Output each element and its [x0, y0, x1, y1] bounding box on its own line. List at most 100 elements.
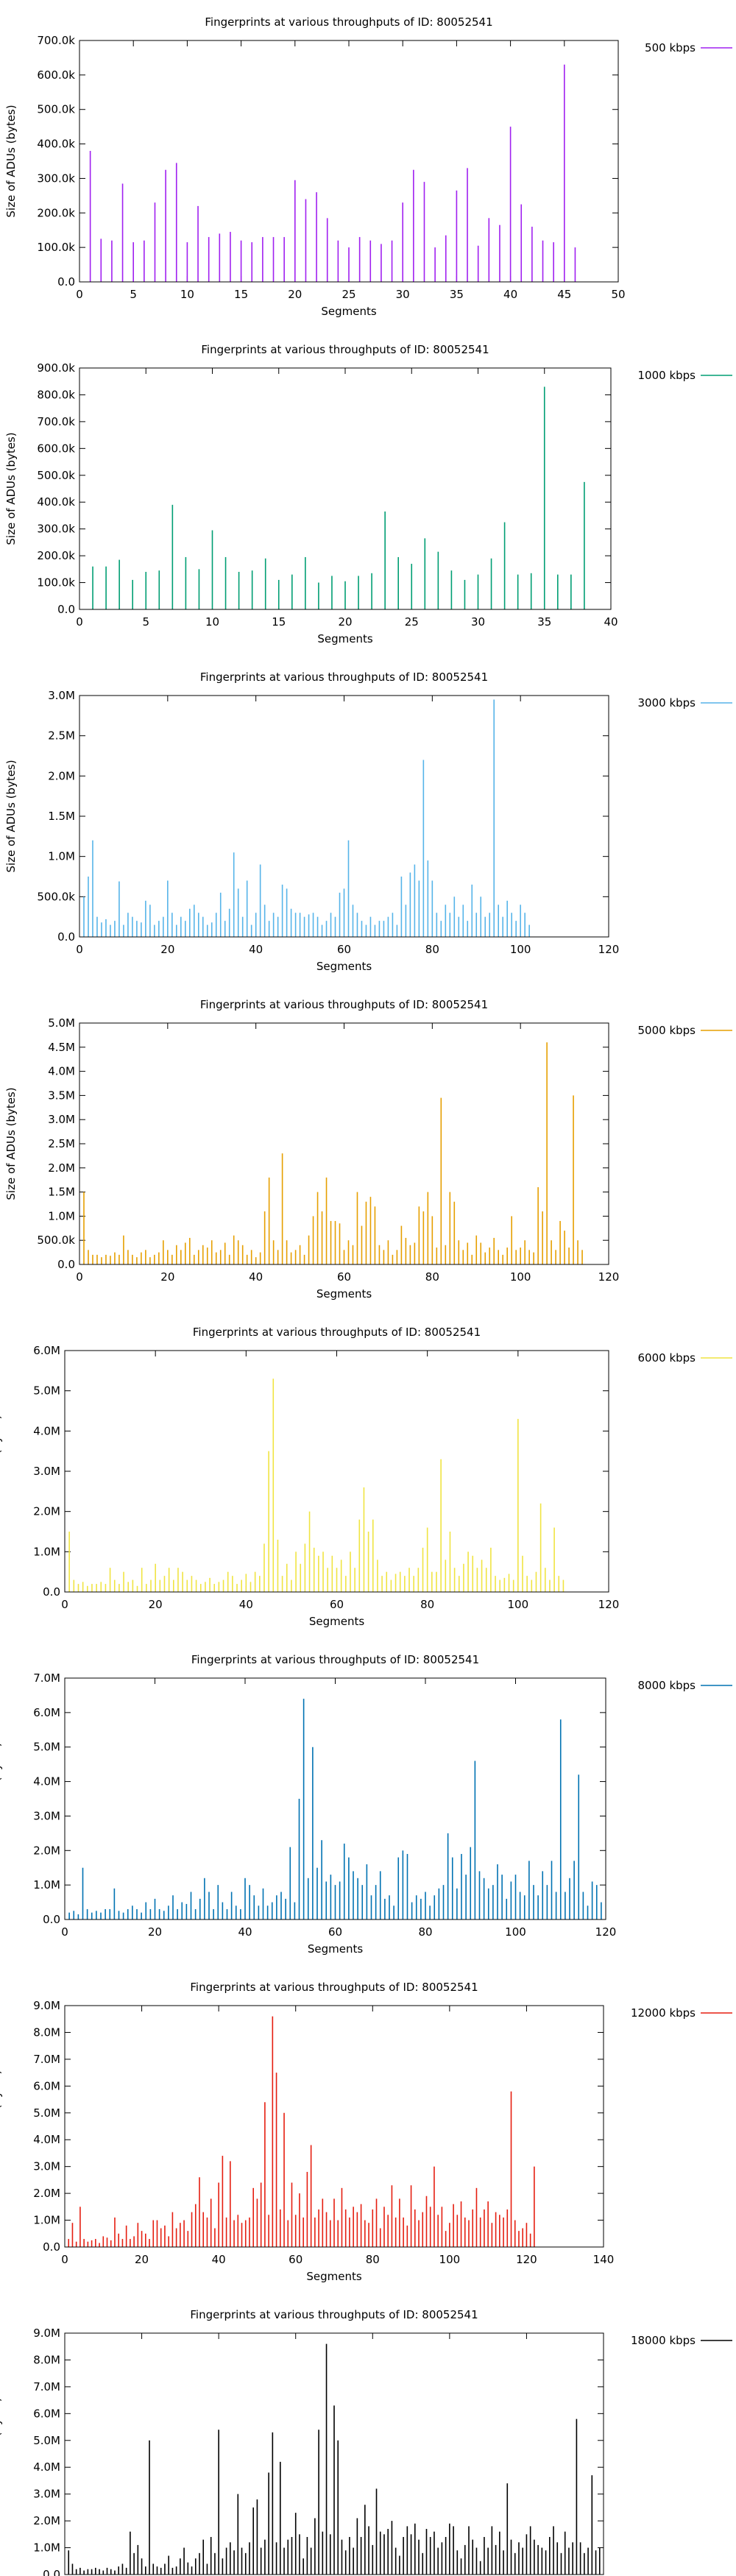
y-tick-label: 900.0k [37, 361, 75, 375]
x-tick-label: 0 [76, 943, 83, 956]
chart-title: Fingerprints at various throughputs of I… [200, 670, 488, 684]
x-axis-label: Segments [316, 1287, 372, 1301]
x-tick-label: 5 [130, 288, 137, 301]
y-tick-label: 2.0M [33, 2187, 60, 2200]
y-tick-label: 1.0M [33, 1878, 60, 1892]
x-tick-label: 25 [405, 615, 419, 629]
y-tick-label: 8.0M [33, 2025, 60, 2039]
chart-title: Fingerprints at various throughputs of I… [190, 2308, 478, 2321]
y-tick-label: 5.0M [33, 1384, 60, 1398]
y-tick-label: 200.0k [37, 206, 75, 219]
plot-frame [64, 1350, 609, 1593]
x-tick-label: 60 [328, 1925, 342, 1939]
y-tick-label: 3.0M [33, 1465, 60, 1478]
x-axis-label: Segments [316, 960, 372, 973]
x-tick-label: 25 [342, 288, 355, 301]
plot-frame [79, 695, 609, 938]
x-axis-label: Segments [321, 305, 377, 318]
x-tick-label: 120 [598, 943, 620, 956]
y-tick-label: 1.5M [48, 810, 75, 823]
y-tick-label: 3.0M [48, 1113, 75, 1126]
plot-frame [79, 367, 612, 610]
y-tick-label: 6.0M [33, 2407, 60, 2420]
y-tick-label: 1.0M [48, 850, 75, 863]
x-tick-label: 100 [505, 1925, 526, 1939]
y-tick-label: 9.0M [33, 1999, 60, 2012]
y-tick-label: 4.0M [33, 1775, 60, 1788]
y-tick-label: 1.0M [33, 2214, 60, 2227]
y-tick-label: 400.0k [37, 138, 75, 151]
x-tick-label: 60 [330, 1598, 344, 1611]
y-tick-label: 3.5M [48, 1089, 75, 1102]
x-tick-label: 0 [76, 1270, 83, 1284]
y-tick-label: 5.0M [33, 1741, 60, 1754]
y-tick-label: 300.0k [37, 523, 75, 536]
chart-title: Fingerprints at various throughputs of I… [205, 15, 492, 29]
y-tick-label: 4.5M [48, 1041, 75, 1054]
chart-6: Fingerprints at various throughputs of I… [0, 1981, 732, 2283]
y-tick-label: 2.0M [33, 2514, 60, 2527]
x-tick-label: 80 [418, 1925, 432, 1939]
x-tick-label: 40 [503, 288, 517, 301]
x-tick-label: 100 [510, 943, 531, 956]
x-tick-label: 0 [76, 288, 83, 301]
legend-label: 1000 kbps [638, 369, 696, 382]
x-tick-label: 40 [238, 1925, 252, 1939]
chart-title: Fingerprints at various throughputs of I… [193, 1326, 481, 1339]
chart-0: Fingerprints at various throughputs of I… [4, 15, 732, 318]
plot-frame [79, 1022, 609, 1265]
legend-label: 12000 kbps [631, 2006, 696, 2020]
x-tick-label: 100 [439, 2253, 461, 2266]
y-tick-label: 0.0 [43, 2568, 60, 2576]
y-tick-label: 9.0M [33, 2326, 60, 2340]
chart-title: Fingerprints at various throughputs of I… [190, 1981, 478, 1994]
x-axis-label: Segments [309, 1615, 365, 1628]
y-tick-label: 1.5M [48, 1186, 75, 1199]
x-tick-label: 0 [61, 2253, 68, 2266]
x-tick-label: 35 [537, 615, 551, 629]
plot-frame [64, 1677, 606, 1920]
y-tick-label: 4.0M [33, 2133, 60, 2146]
y-tick-label: 700.0k [37, 415, 75, 428]
y-tick-label: 7.0M [33, 2380, 60, 2393]
y-tick-label: 6.0M [33, 1706, 60, 1719]
x-tick-label: 80 [425, 1270, 439, 1284]
legend-label: 3000 kbps [638, 696, 696, 710]
y-axis-label: Size of ADUs (bytes) [4, 760, 18, 872]
x-tick-label: 40 [604, 615, 618, 629]
x-tick-label: 0 [76, 615, 83, 629]
y-tick-label: 1.0M [33, 2541, 60, 2555]
x-tick-label: 15 [272, 615, 286, 629]
y-tick-label: 3.0M [33, 1809, 60, 1822]
y-tick-label: 8.0M [33, 2353, 60, 2366]
x-tick-label: 20 [135, 2253, 149, 2266]
x-tick-label: 100 [510, 1270, 531, 1284]
y-tick-label: 6.0M [33, 2079, 60, 2092]
chart-2: Fingerprints at various throughputs of I… [4, 670, 732, 973]
y-tick-label: 4.0M [33, 2460, 60, 2474]
chart-3: Fingerprints at various throughputs of I… [4, 998, 732, 1301]
x-tick-label: 50 [611, 288, 625, 301]
x-tick-label: 20 [288, 288, 302, 301]
chart-4: Fingerprints at various throughputs of I… [0, 1326, 732, 1628]
x-tick-label: 10 [180, 288, 194, 301]
x-tick-label: 15 [234, 288, 248, 301]
y-tick-label: 0.0 [57, 275, 75, 289]
y-tick-label: 2.0M [33, 1844, 60, 1857]
x-tick-label: 60 [337, 943, 351, 956]
x-axis-label: Segments [308, 1942, 364, 1956]
y-tick-label: 4.0M [33, 1424, 60, 1437]
y-axis-label: Size of ADUs (bytes) [0, 1742, 3, 1855]
y-tick-label: 700.0k [37, 34, 75, 47]
y-tick-label: 500.0k [37, 103, 75, 116]
y-tick-label: 6.0M [33, 1344, 60, 1357]
y-axis-label: Size of ADUs (bytes) [0, 2397, 3, 2510]
y-tick-label: 3.0M [48, 689, 75, 702]
y-tick-label: 0.0 [43, 2240, 60, 2254]
x-tick-label: 20 [148, 1925, 162, 1939]
y-tick-label: 5.0M [33, 2106, 60, 2120]
x-tick-label: 120 [516, 2253, 537, 2266]
x-tick-label: 5 [142, 615, 149, 629]
y-tick-label: 7.0M [33, 2053, 60, 2066]
